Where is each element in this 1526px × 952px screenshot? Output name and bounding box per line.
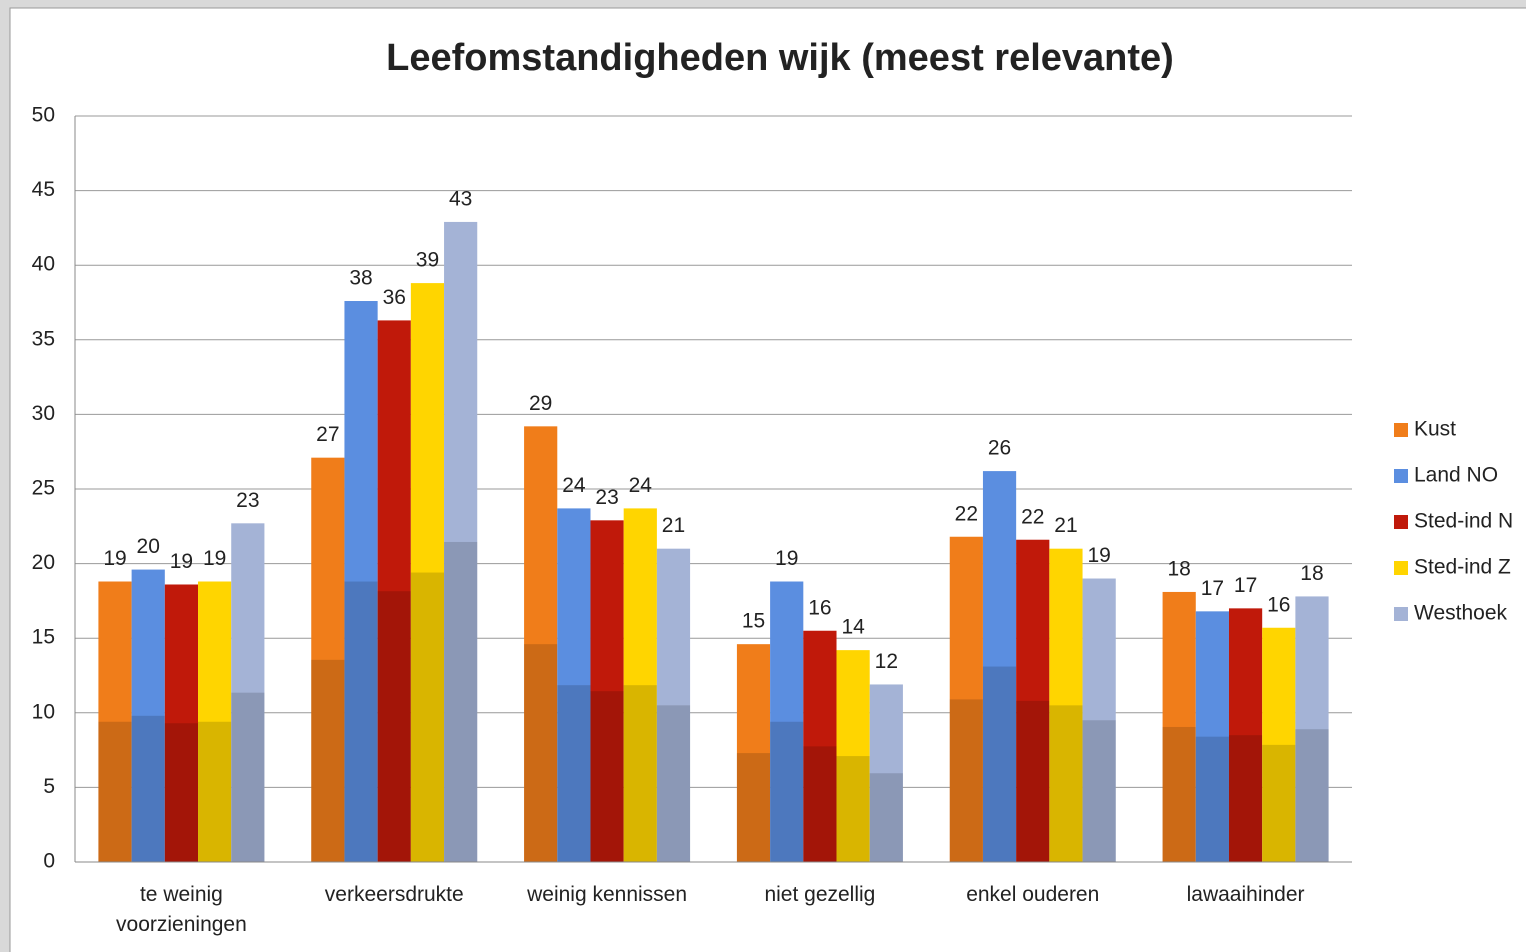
data-label: 20 bbox=[137, 535, 160, 558]
y-tick-label: 50 bbox=[32, 104, 55, 127]
bar bbox=[1195, 611, 1229, 862]
legend-label: Sted-ind N bbox=[1414, 510, 1513, 533]
bar bbox=[524, 426, 558, 862]
bar bbox=[557, 508, 591, 862]
bar bbox=[231, 523, 265, 862]
bar bbox=[836, 650, 870, 862]
bar bbox=[949, 536, 983, 862]
data-label: 18 bbox=[1300, 562, 1323, 585]
legend-label: Land NO bbox=[1414, 464, 1498, 487]
legend-label: Westhoek bbox=[1414, 602, 1507, 625]
bar bbox=[1082, 578, 1116, 862]
data-label: 26 bbox=[988, 437, 1011, 460]
data-label: 19 bbox=[203, 547, 226, 570]
bar bbox=[410, 283, 445, 862]
y-tick-label: 5 bbox=[43, 775, 55, 798]
chart-title: Leefomstandigheden wijk (meest relevante… bbox=[386, 37, 1174, 79]
legend-swatch bbox=[1394, 561, 1408, 575]
x-tick-label: te weinig voorzieningen bbox=[116, 883, 247, 936]
y-tick-label: 35 bbox=[32, 327, 55, 350]
data-label: 29 bbox=[529, 392, 552, 415]
data-label: 21 bbox=[662, 514, 685, 537]
bar bbox=[377, 320, 411, 862]
bar bbox=[344, 301, 378, 862]
bar bbox=[131, 569, 165, 862]
data-label: 43 bbox=[449, 187, 472, 210]
data-label: 19 bbox=[103, 547, 126, 570]
x-tick-label: verkeersdrukte bbox=[324, 883, 464, 906]
data-label: 18 bbox=[1167, 557, 1190, 580]
data-label: 19 bbox=[170, 550, 193, 573]
bar bbox=[1049, 548, 1083, 862]
data-label: 19 bbox=[775, 547, 798, 570]
y-tick-label: 10 bbox=[32, 700, 55, 723]
data-label: 24 bbox=[562, 474, 586, 497]
y-tick-label: 0 bbox=[43, 850, 55, 873]
data-label: 16 bbox=[808, 596, 831, 619]
legend-label: Sted-ind Z bbox=[1414, 556, 1511, 579]
legend-swatch bbox=[1394, 423, 1408, 437]
y-tick-label: 30 bbox=[32, 402, 55, 425]
data-label: 12 bbox=[875, 650, 898, 673]
data-label: 22 bbox=[1021, 505, 1044, 528]
data-label: 36 bbox=[383, 286, 406, 309]
y-tick-label: 40 bbox=[32, 253, 55, 276]
bar bbox=[1162, 591, 1196, 862]
data-label: 15 bbox=[742, 610, 765, 633]
legend-swatch bbox=[1394, 469, 1408, 483]
data-label: 24 bbox=[629, 474, 653, 497]
bar bbox=[770, 581, 804, 862]
bar bbox=[982, 471, 1017, 862]
bar bbox=[444, 221, 478, 862]
y-tick-label: 15 bbox=[32, 626, 55, 649]
bar bbox=[736, 644, 771, 862]
y-tick-label: 20 bbox=[32, 551, 55, 574]
x-tick-label: weinig kennissen bbox=[527, 883, 688, 906]
data-label: 14 bbox=[841, 616, 865, 639]
bar bbox=[1262, 627, 1296, 862]
bar bbox=[869, 684, 903, 862]
bar bbox=[1295, 596, 1329, 862]
legend-label: Kust bbox=[1414, 418, 1456, 441]
data-label: 17 bbox=[1234, 574, 1257, 597]
data-label: 39 bbox=[416, 249, 439, 272]
bar bbox=[198, 581, 232, 862]
bar bbox=[590, 520, 624, 862]
bar bbox=[803, 630, 837, 862]
legend-swatch bbox=[1394, 515, 1408, 529]
data-label: 16 bbox=[1267, 593, 1290, 616]
bar bbox=[164, 584, 199, 862]
bar bbox=[1228, 608, 1263, 862]
bar bbox=[98, 581, 132, 862]
data-label: 23 bbox=[236, 489, 259, 512]
x-tick-label: lawaaihinder bbox=[1186, 883, 1305, 906]
bar bbox=[311, 457, 345, 862]
data-label: 38 bbox=[349, 267, 372, 290]
x-tick-label: enkel ouderen bbox=[966, 883, 1100, 906]
data-label: 27 bbox=[316, 423, 339, 446]
data-label: 23 bbox=[595, 486, 618, 509]
data-label: 21 bbox=[1054, 514, 1077, 537]
data-label: 22 bbox=[955, 502, 978, 525]
y-tick-label: 45 bbox=[32, 178, 55, 201]
legend-swatch bbox=[1394, 607, 1408, 621]
bar bbox=[1016, 539, 1050, 862]
bar bbox=[623, 508, 657, 862]
data-label: 17 bbox=[1201, 577, 1224, 600]
y-tick-label: 25 bbox=[32, 477, 55, 500]
data-label: 19 bbox=[1087, 544, 1110, 567]
bar bbox=[656, 548, 691, 862]
x-tick-label: niet gezellig bbox=[764, 883, 876, 906]
